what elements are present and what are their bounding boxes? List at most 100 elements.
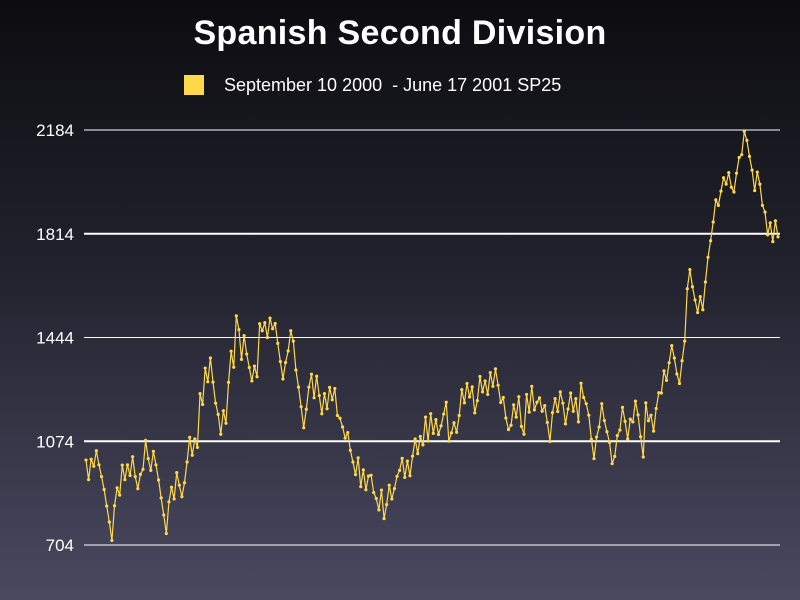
data-point — [602, 418, 606, 423]
data-point — [724, 182, 728, 186]
data-point — [483, 379, 487, 383]
data-point — [592, 457, 596, 461]
data-point — [167, 500, 171, 504]
data-point — [276, 341, 280, 345]
data-point — [185, 460, 189, 464]
data-point — [232, 365, 236, 369]
data-point — [491, 384, 495, 388]
data-point — [224, 421, 228, 425]
data-point — [587, 413, 591, 417]
data-point — [467, 395, 472, 399]
data-point — [211, 380, 215, 384]
data-point — [271, 327, 275, 331]
data-point — [107, 520, 111, 524]
data-point — [201, 402, 205, 407]
data-point — [649, 413, 653, 417]
data-point — [693, 298, 697, 302]
data-point — [250, 379, 254, 383]
data-point — [462, 401, 466, 405]
data-point — [385, 503, 389, 507]
y-tick-label: 704 — [46, 536, 74, 555]
data-point — [382, 517, 386, 521]
data-point — [766, 233, 770, 237]
data-point — [758, 182, 762, 186]
data-point — [522, 432, 526, 436]
data-point — [302, 426, 306, 430]
data-point — [525, 392, 529, 397]
data-point — [535, 400, 539, 404]
data-point — [473, 411, 477, 415]
y-tick-label: 1074 — [36, 432, 74, 451]
data-point — [753, 188, 757, 193]
data-point — [455, 430, 459, 434]
data-point — [688, 268, 692, 272]
data-point — [737, 155, 741, 160]
data-point — [159, 496, 163, 500]
data-point — [338, 416, 342, 420]
data-point — [657, 391, 661, 395]
data-point — [322, 391, 327, 396]
data-point — [343, 436, 347, 440]
data-point — [579, 381, 583, 385]
data-point — [434, 418, 438, 422]
data-point — [94, 449, 98, 453]
data-point — [247, 365, 251, 370]
data-point — [348, 448, 352, 452]
data-point — [719, 189, 723, 193]
data-point — [304, 407, 308, 411]
data-point — [289, 329, 293, 333]
data-point — [169, 485, 174, 489]
data-point — [685, 287, 689, 291]
data-point — [760, 203, 765, 208]
data-point — [390, 497, 394, 501]
data-point — [711, 220, 715, 224]
data-point — [509, 423, 513, 427]
data-point — [252, 364, 257, 368]
data-point — [203, 366, 207, 370]
data-point — [133, 474, 137, 479]
data-point — [86, 478, 91, 482]
data-point — [594, 435, 599, 439]
data-point — [286, 349, 290, 353]
data-point — [268, 316, 272, 320]
data-point — [89, 457, 93, 461]
data-point — [408, 474, 412, 478]
data-point — [175, 471, 179, 475]
y-tick-label: 1444 — [36, 329, 74, 348]
data-point — [597, 425, 601, 429]
data-point — [112, 504, 117, 508]
data-point — [325, 407, 329, 411]
data-point — [364, 488, 368, 492]
data-point — [745, 138, 749, 142]
data-point — [255, 375, 259, 379]
data-point — [600, 402, 604, 406]
data-point — [716, 203, 720, 208]
data-point — [395, 474, 399, 478]
data-point — [431, 431, 435, 435]
data-point — [504, 416, 508, 420]
data-point — [333, 386, 337, 391]
data-point — [162, 513, 166, 517]
data-point — [659, 391, 663, 395]
data-point — [750, 168, 754, 172]
data-point — [644, 401, 648, 405]
data-point — [328, 385, 332, 390]
data-point — [340, 425, 345, 429]
data-point — [680, 359, 684, 363]
data-point — [421, 443, 425, 447]
data-point — [571, 409, 575, 413]
data-point — [478, 374, 482, 379]
data-point — [369, 473, 373, 477]
data-point — [449, 431, 454, 435]
data-point — [423, 415, 428, 419]
data-point — [527, 410, 531, 414]
data-point — [156, 478, 161, 482]
data-point — [436, 432, 441, 437]
data-point — [652, 429, 656, 433]
y-tick-label: 1814 — [36, 225, 74, 244]
data-point — [439, 424, 443, 428]
data-point — [582, 395, 586, 400]
data-point — [118, 493, 122, 497]
data-point — [206, 380, 210, 384]
data-point — [548, 439, 552, 444]
